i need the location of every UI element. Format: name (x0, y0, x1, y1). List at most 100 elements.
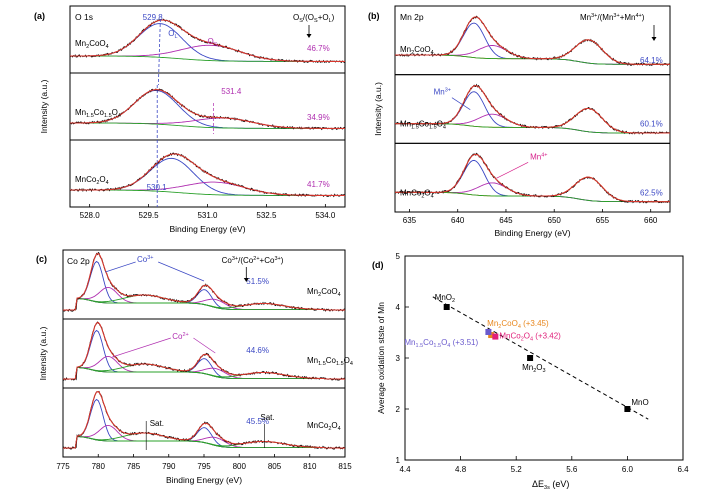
ratio-header-text: Mn3+/(Mn3++Mn4+) (580, 13, 645, 22)
co2p-envelope-curve (63, 321, 345, 380)
x-tick-label: 4.8 (455, 465, 467, 474)
x-tick-label: 529.5 (139, 211, 160, 220)
co2p-background-curve (63, 436, 345, 449)
mn2p-envelope-curve (395, 85, 670, 134)
panel-label: (a) (34, 11, 45, 21)
x-tick-label: 5.6 (566, 465, 578, 474)
x-tick-label: 775 (56, 462, 70, 471)
sample-label: Mn2CoO4 (75, 39, 109, 50)
x-axis-label: Binding Energy (eV) (166, 475, 242, 485)
ratio-value: 34.9% (307, 113, 330, 122)
y-axis-label: Intensity (a.u.) (38, 326, 48, 380)
peak-position-label: 529.8 (143, 13, 164, 22)
x-tick-label: 785 (127, 462, 141, 471)
mn2p-raw-data-curve (394, 15, 671, 67)
mn2p-subplot-frame (394, 142, 671, 213)
peak-tag-co3: Co3+ (137, 255, 154, 264)
x-tick-label: 805 (268, 462, 282, 471)
x-axis-label: ΔE3s (eV) (532, 479, 569, 491)
co2p-background-curve (63, 367, 345, 380)
y-axis-label: Average oxidation stste of Mn (376, 302, 386, 414)
co2p-component-curve (63, 424, 345, 449)
data-point (492, 333, 499, 340)
y-tick-label: 1 (396, 456, 401, 465)
sample-label: MnCo2O4 (307, 421, 341, 432)
ratio-header-text: Co3+/(Co2++Co3+) (222, 256, 284, 265)
x-tick-label: 800 (233, 462, 247, 471)
satellite-label: Sat. (260, 413, 274, 422)
o1s-background-curve (70, 55, 345, 62)
mn2p-component-curve (395, 39, 670, 65)
ratio-value: 62.5% (640, 188, 663, 197)
mn2p-component-curve (395, 176, 670, 203)
point-label: Mn2O3 (522, 363, 545, 374)
tag-pointer (105, 261, 136, 273)
peak-tag-ol: OL (168, 29, 177, 40)
co2p-component-curve (63, 427, 345, 449)
x-tick-label: 640 (451, 216, 465, 225)
o1s-subplot-frame (69, 72, 346, 141)
point-label: MnCo2O4 (+3.42) (499, 332, 561, 343)
o1s-envelope-curve (70, 19, 345, 62)
x-tick-label: 531.0 (197, 211, 218, 220)
co2p-component-curve (63, 289, 345, 311)
y-tick-label: 5 (396, 252, 401, 261)
co2p-envelope-curve (63, 390, 345, 449)
peak-tag-os: OS (208, 37, 218, 48)
x-tick-label: 795 (197, 462, 211, 471)
co2p-component-curve (63, 355, 345, 380)
y-tick-label: 4 (396, 303, 401, 312)
tag-pointer (112, 337, 171, 358)
mn2p-envelope-curve (395, 153, 670, 203)
panel-label: (d) (372, 260, 384, 270)
o1s-envelope-curve (70, 89, 345, 129)
x-tick-label: 534.0 (315, 211, 336, 220)
data-point (488, 332, 495, 339)
ratio-arrowhead (306, 34, 312, 38)
panel-title: Co 2p (67, 256, 90, 266)
point-label: Mn1.5Co1.5O4 (+3.51) (404, 338, 478, 349)
sample-label: Mn1.5Co1.5O4 (307, 356, 353, 367)
x-axis-label: Binding Energy (eV) (494, 228, 570, 238)
ratio-value: 45.5% (246, 417, 269, 426)
ratio-value: 64.1% (640, 56, 663, 65)
satellite-label: Sat. (150, 419, 164, 428)
tag-pointer (496, 162, 529, 179)
panel-label: (b) (368, 11, 380, 21)
ratio-value: 51.5% (246, 277, 269, 286)
peak-shift-guide (157, 18, 161, 86)
co2p-background-curve (63, 298, 345, 311)
ratio-arrowhead (243, 278, 249, 282)
x-tick-label: 4.4 (399, 465, 411, 474)
x-tick-label: 810 (303, 462, 317, 471)
x-tick-label: 650 (548, 216, 562, 225)
ratio-value: 60.1% (640, 120, 663, 129)
tag-pointer (193, 337, 216, 354)
ratio-value: 44.6% (246, 346, 269, 355)
ratio-value: 46.7% (307, 44, 330, 53)
x-tick-label: 635 (403, 216, 417, 225)
panel-title: Mn 2p (400, 12, 424, 22)
y-axis-label: Intensity (a.u.) (373, 82, 383, 136)
sample-label: MnCo2O4 (75, 175, 109, 186)
x-tick-label: 528.0 (80, 211, 101, 220)
fit-line (432, 296, 649, 420)
o1s-envelope-curve (70, 153, 345, 196)
point-label: MnO2 (435, 293, 455, 304)
sample-label: MnCo2O4 (400, 188, 434, 199)
data-point (443, 304, 450, 310)
peak-tag-mn3: Mn3+ (434, 88, 451, 97)
plot-frame (404, 255, 684, 461)
co2p-component-curve (63, 358, 345, 380)
sample-label: Mn2CoO4 (307, 287, 341, 298)
x-tick-label: 6.0 (622, 465, 634, 474)
x-axis-label: Binding Energy (eV) (169, 224, 245, 234)
sample-label: Mn1.5Co1.5O4 (75, 108, 121, 119)
x-tick-label: 6.4 (677, 465, 689, 474)
ratio-value: 41.7% (307, 180, 330, 189)
sample-label: Mn1.5Co1.5O4 (400, 120, 446, 131)
peak-tag-co2: Co2+ (172, 332, 189, 341)
panel-label: (c) (36, 254, 47, 264)
sample-label: Mn2CoO4 (400, 45, 434, 56)
x-tick-label: 780 (92, 462, 106, 471)
